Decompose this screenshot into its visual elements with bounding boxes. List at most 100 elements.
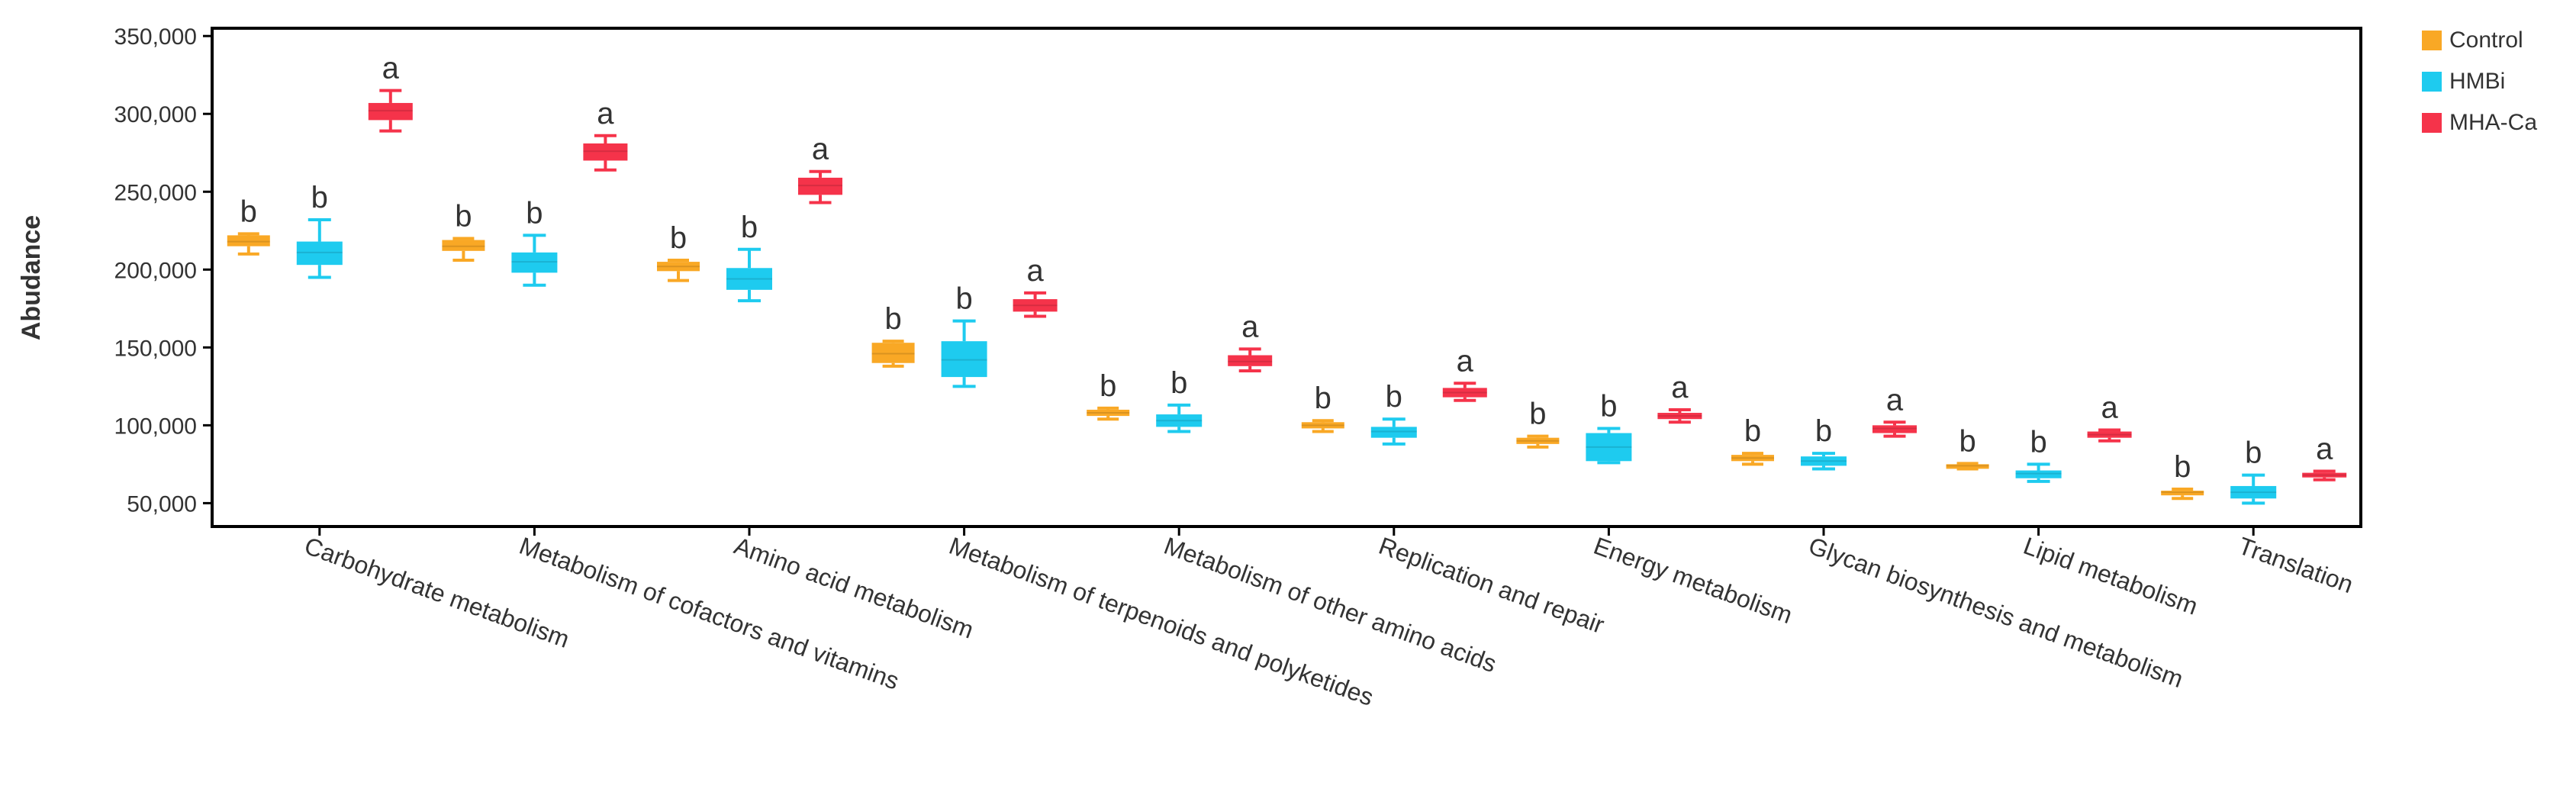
y-tick-label: 200,000	[114, 258, 197, 283]
box-control-9: b	[2161, 450, 2204, 501]
significance-letter: b	[955, 282, 972, 316]
box-iqr	[798, 177, 842, 195]
box-iqr	[1946, 464, 1989, 469]
significance-letter: b	[1100, 369, 1116, 403]
box-iqr	[1228, 355, 1273, 366]
box-control-6: b	[1516, 398, 1560, 449]
box-hmbi-0: b	[296, 181, 343, 279]
box-iqr	[1801, 456, 1847, 466]
box-iqr	[2230, 485, 2277, 499]
box-hmbi-3: b	[941, 282, 987, 388]
x-tick-label: Lipid metabolism	[2020, 532, 2201, 620]
box-iqr	[1156, 414, 1203, 427]
legend-item-hmbi[interactable]: HMBi	[2422, 69, 2505, 94]
significance-letter: b	[1170, 366, 1187, 400]
significance-letter: b	[1959, 424, 1975, 458]
significance-letter: a	[1026, 254, 1044, 288]
significance-letter: b	[1529, 398, 1546, 431]
box-mha-ca-9: a	[2302, 433, 2347, 481]
y-tick-label: 300,000	[114, 102, 197, 127]
significance-letter: b	[1386, 380, 1402, 414]
box-iqr	[1657, 413, 1702, 420]
box-iqr	[941, 341, 987, 378]
significance-letter: b	[1815, 414, 1832, 448]
x-tick-label: Metabolism of terpenoids and polyketides	[945, 532, 1377, 711]
significance-letter: a	[1457, 344, 1474, 378]
significance-letter: a	[1671, 371, 1689, 404]
box-iqr	[1731, 455, 1774, 462]
significance-letter: a	[1886, 383, 1904, 417]
significance-letter: b	[240, 195, 257, 228]
y-axis-label: Abudance	[17, 215, 46, 340]
x-tick-label: Energy metabolism	[1590, 532, 1796, 630]
box-iqr	[583, 143, 628, 161]
box-control-3: b	[871, 302, 915, 368]
x-tick-label: Translation	[2235, 532, 2357, 599]
box-hmbi-1: b	[511, 196, 558, 287]
y-tick-label: 100,000	[114, 414, 197, 439]
significance-letter: b	[2174, 450, 2191, 484]
box-iqr	[2161, 491, 2204, 496]
box-iqr	[726, 268, 772, 290]
box-hmbi-7: b	[1801, 414, 1847, 471]
box-hmbi-4: b	[1156, 366, 1203, 433]
y-tick-label: 250,000	[114, 180, 197, 205]
significance-letter: b	[526, 196, 543, 230]
box-mha-ca-8: a	[2087, 391, 2132, 443]
box-control-5: b	[1301, 382, 1344, 433]
box-control-7: b	[1731, 414, 1774, 466]
plot-frame	[211, 27, 2362, 528]
significance-letter: a	[2316, 433, 2333, 466]
box-mha-ca-5: a	[1442, 344, 1487, 402]
box-hmbi-2: b	[726, 211, 772, 303]
box-mha-ca-3: a	[1013, 254, 1058, 318]
significance-letter: b	[311, 181, 328, 214]
significance-letter: b	[741, 211, 758, 244]
significance-letter: b	[2245, 436, 2262, 470]
x-tick-label: Glycan biosynthesis and metabolism	[1805, 532, 2187, 693]
significance-letter: b	[1315, 382, 1331, 415]
box-mha-ca-7: a	[1872, 383, 1917, 438]
x-tick-label: Metabolism of cofactors and vitamins	[516, 532, 903, 695]
y-tick-label: 350,000	[114, 24, 197, 50]
box-iqr	[442, 240, 485, 251]
significance-letter: a	[597, 97, 614, 130]
box-iqr	[2087, 431, 2132, 438]
box-layer: b b a b b a b b a b b a b b a b b a b b a b b a b b a b b a	[227, 52, 2347, 505]
box-iqr	[1370, 427, 1417, 438]
legend-swatch	[2422, 72, 2442, 92]
significance-letter: b	[1744, 414, 1761, 448]
box-mha-ca-6: a	[1657, 371, 1702, 424]
box-hmbi-5: b	[1370, 380, 1417, 446]
x-tick-label: Metabolism of other amino acids	[1161, 532, 1500, 678]
box-hmbi-6: b	[1586, 389, 1632, 465]
y-tick-label: 150,000	[114, 336, 197, 361]
box-iqr	[657, 262, 700, 272]
significance-letter: b	[670, 221, 687, 255]
significance-letter: a	[382, 52, 400, 85]
significance-letter: a	[1241, 310, 1259, 343]
box-iqr	[2015, 470, 2062, 478]
legend-swatch	[2422, 113, 2442, 133]
legend-item-control[interactable]: Control	[2422, 27, 2523, 53]
box-iqr	[1516, 437, 1560, 444]
box-mha-ca-4: a	[1228, 310, 1273, 372]
y-axis: 50,000 100,000 150,000 200,000 250,000 300,00…	[114, 24, 212, 517]
legend-item-mha-ca[interactable]: MHA-Ca	[2422, 110, 2537, 135]
legend[interactable]: Control HMBi MHA-Ca	[2422, 27, 2537, 135]
box-iqr	[227, 235, 270, 246]
box-control-0: b	[227, 195, 270, 256]
box-iqr	[1087, 409, 1130, 417]
box-iqr	[296, 241, 343, 266]
significance-letter: b	[1600, 389, 1617, 423]
significance-letter: b	[884, 302, 901, 336]
legend-label: Control	[2449, 27, 2523, 53]
box-iqr	[1442, 388, 1487, 398]
box-control-1: b	[442, 199, 485, 262]
box-iqr	[1872, 425, 1917, 433]
y-tick-label: 50,000	[127, 491, 197, 517]
box-iqr	[1586, 433, 1632, 462]
box-hmbi-9: b	[2230, 436, 2277, 505]
significance-letter: a	[812, 133, 829, 166]
